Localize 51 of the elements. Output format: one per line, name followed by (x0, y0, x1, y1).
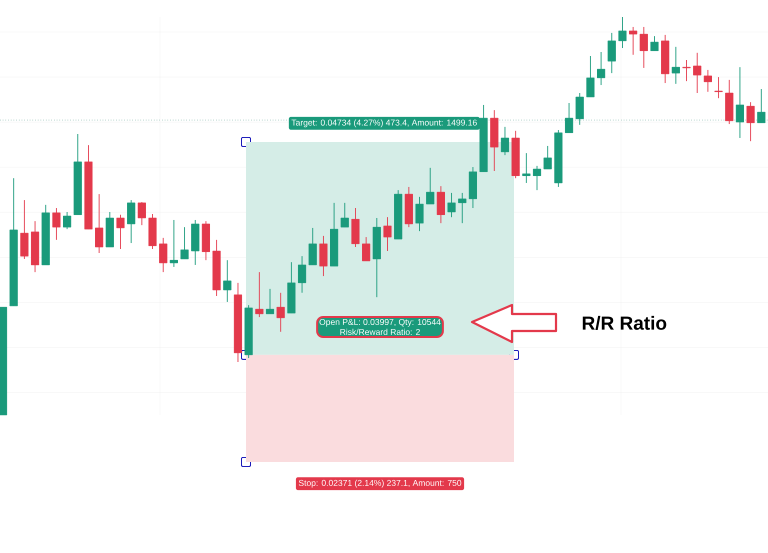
annotation: R/R Ratio (582, 316, 666, 330)
candlestick (458, 192, 466, 224)
candlestick (383, 216, 392, 252)
candlestick (415, 196, 424, 232)
candlestick (95, 194, 104, 254)
candlestick (629, 26, 638, 56)
annotation: Risk/Reward Ratio: 2 (340, 328, 420, 335)
candlestick (757, 88, 766, 124)
candlestick (672, 46, 680, 84)
candlestick (596, 52, 606, 86)
candlestick (704, 69, 712, 92)
candlestick (159, 237, 168, 273)
candlestick (522, 152, 530, 184)
candlestick (532, 165, 542, 191)
candlestick (576, 92, 584, 126)
candlestick (62, 212, 72, 230)
candlestick (319, 235, 328, 277)
candlestick (426, 167, 434, 204)
annotation: Target: 0.04734 (4.27%) 473.4, Amount: 1499.16 (292, 119, 477, 128)
candlestick (298, 256, 306, 294)
candlestick (564, 102, 574, 134)
candlestick (640, 26, 648, 68)
candlestick (436, 186, 445, 224)
annotation: Open P&L: 0.03997, Qty: 10544 (320, 318, 441, 327)
text: Stop: 0.02371 (2.14%) 237.1, Amount: 750 (298, 480, 462, 488)
candlestick (500, 126, 510, 156)
candlestick (544, 145, 552, 170)
candlestick (308, 227, 317, 266)
candlestick (180, 226, 189, 260)
candlestick (714, 76, 723, 99)
candlestick (20, 200, 28, 260)
candlestick (618, 16, 627, 48)
candlestick (266, 288, 274, 314)
candlestick (608, 32, 616, 74)
candlestick (170, 220, 178, 268)
candlestick (586, 56, 595, 98)
candlestick (52, 208, 61, 240)
candlestick (223, 260, 232, 302)
candlestick (138, 202, 146, 226)
candlestick (447, 192, 456, 218)
candlestick (693, 52, 702, 94)
candlestick (650, 36, 659, 52)
candlestick (736, 66, 744, 138)
candlestick (116, 214, 125, 250)
candlestick (255, 272, 264, 318)
candlestick (682, 60, 691, 82)
candlestick (276, 292, 285, 332)
candlestick (127, 200, 136, 244)
candlestick (746, 102, 755, 142)
candlestick (340, 202, 349, 228)
candlestick (362, 236, 370, 262)
